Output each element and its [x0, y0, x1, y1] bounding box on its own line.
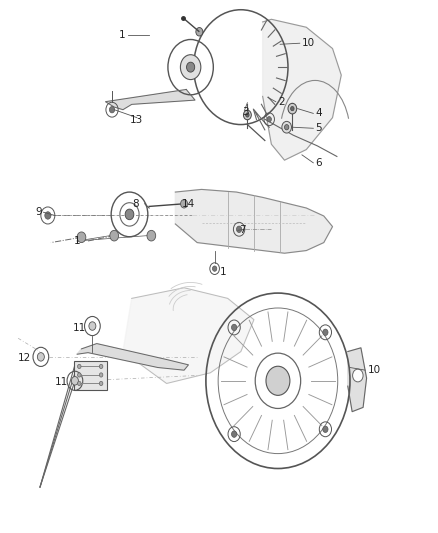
Text: 6: 6 — [315, 158, 321, 168]
Circle shape — [71, 376, 78, 385]
Circle shape — [232, 324, 237, 330]
Polygon shape — [106, 90, 195, 110]
Text: 12: 12 — [18, 353, 31, 363]
Circle shape — [267, 117, 272, 122]
Text: 5: 5 — [315, 123, 321, 133]
Circle shape — [110, 230, 119, 241]
Circle shape — [110, 107, 115, 113]
Polygon shape — [175, 189, 332, 253]
Circle shape — [78, 373, 81, 377]
Text: 10: 10 — [302, 38, 315, 48]
Text: 14: 14 — [182, 199, 195, 209]
Circle shape — [45, 212, 51, 219]
Text: 1: 1 — [119, 30, 125, 41]
Circle shape — [353, 369, 363, 382]
Text: 11: 11 — [73, 322, 86, 333]
Circle shape — [187, 62, 195, 72]
Polygon shape — [348, 348, 367, 411]
Polygon shape — [263, 19, 341, 160]
Circle shape — [288, 103, 297, 114]
Circle shape — [196, 28, 203, 36]
Text: 2: 2 — [278, 96, 285, 107]
Text: 8: 8 — [133, 199, 139, 209]
Text: 1: 1 — [220, 267, 227, 277]
Circle shape — [232, 431, 237, 438]
Circle shape — [99, 381, 103, 385]
Circle shape — [180, 199, 187, 208]
Circle shape — [282, 122, 291, 133]
Text: 13: 13 — [129, 115, 143, 125]
Text: 1: 1 — [74, 236, 81, 246]
Circle shape — [323, 426, 328, 432]
Circle shape — [89, 322, 96, 330]
Circle shape — [212, 266, 217, 271]
Polygon shape — [123, 288, 254, 383]
Circle shape — [77, 232, 86, 243]
Circle shape — [147, 230, 155, 241]
Text: 11: 11 — [55, 377, 68, 387]
Circle shape — [246, 113, 249, 117]
Text: 9: 9 — [35, 207, 42, 217]
Circle shape — [125, 209, 134, 220]
Circle shape — [99, 373, 103, 377]
Circle shape — [237, 226, 242, 232]
Text: 3: 3 — [242, 107, 248, 117]
Polygon shape — [77, 344, 188, 370]
Circle shape — [266, 366, 290, 395]
Circle shape — [180, 55, 201, 79]
Circle shape — [99, 365, 103, 368]
Circle shape — [78, 365, 81, 368]
Circle shape — [285, 125, 289, 130]
FancyBboxPatch shape — [74, 361, 107, 390]
Text: 7: 7 — [239, 225, 245, 236]
Text: 4: 4 — [315, 108, 321, 118]
Circle shape — [244, 110, 251, 120]
Circle shape — [323, 329, 328, 335]
Circle shape — [290, 107, 294, 111]
Text: 10: 10 — [367, 365, 381, 375]
Circle shape — [37, 353, 44, 361]
Circle shape — [78, 381, 81, 385]
